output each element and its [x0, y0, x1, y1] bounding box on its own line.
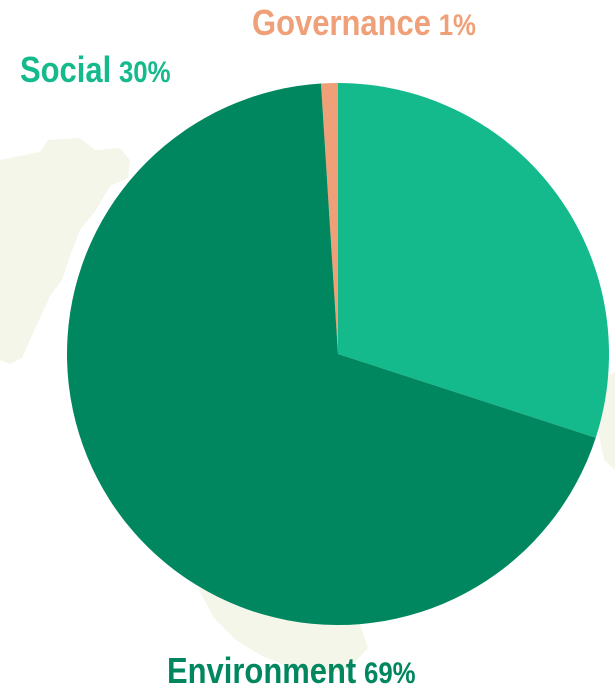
label-social-name: Social: [20, 49, 112, 90]
label-environment: Environment 69%: [167, 653, 416, 689]
pie-slice-environment: [67, 83, 596, 625]
pie-slice-governance: [320, 82, 338, 354]
label-environment-percent: 69%: [363, 657, 416, 690]
label-governance-name: Governance: [252, 2, 431, 43]
label-governance: Governance 1%: [252, 5, 476, 41]
label-social: Social 30%: [20, 52, 171, 88]
label-governance-percent: 1%: [438, 9, 476, 42]
map-shape-west: [0, 138, 130, 364]
label-environment-name: Environment: [167, 650, 357, 691]
pie-slice-social: [338, 83, 610, 438]
label-social-percent: 30%: [118, 56, 171, 89]
